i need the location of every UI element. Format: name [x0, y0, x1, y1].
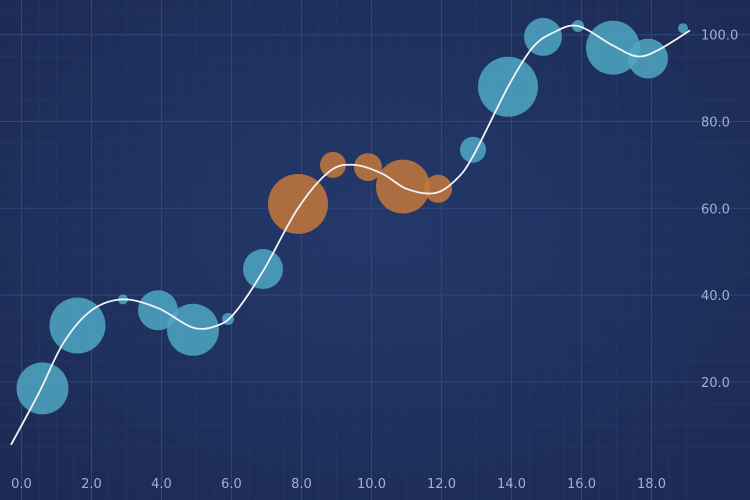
trend-line-series — [10, 24, 691, 446]
y-tick-label: 40.0 — [701, 289, 730, 304]
x-tick-label: 14.0 — [497, 477, 526, 492]
bubble-point — [16, 362, 69, 415]
bubble-point — [628, 38, 668, 79]
y-axis: 20.0 40.0 60.0 80.0 100.0 — [701, 29, 738, 391]
y-tick-label: 80.0 — [701, 116, 730, 131]
bubble-point — [268, 173, 328, 234]
x-axis: 0.0 2.0 4.0 6.0 8.0 10.0 12.0 14.0 16.0 18.0 — [11, 477, 666, 492]
x-tick-label: 6.0 — [221, 477, 242, 492]
y-tick-label: 100.0 — [701, 29, 738, 44]
x-tick-label: 0.0 — [11, 477, 32, 492]
bubble-point — [167, 303, 219, 356]
bubble-point — [424, 174, 452, 203]
x-tick-label: 4.0 — [151, 477, 172, 492]
x-tick-label: 18.0 — [637, 477, 666, 492]
x-tick-label: 8.0 — [291, 477, 312, 492]
x-tick-label: 2.0 — [81, 477, 102, 492]
bubble-point — [243, 249, 283, 290]
y-tick-label: 20.0 — [701, 376, 730, 391]
bubble-point — [138, 290, 178, 331]
bubble-point — [320, 151, 346, 178]
trend-line — [10, 24, 691, 446]
x-tick-label: 10.0 — [357, 477, 386, 492]
x-tick-label: 12.0 — [427, 477, 456, 492]
x-tick-label: 16.0 — [567, 477, 596, 492]
y-tick-label: 60.0 — [701, 202, 730, 217]
bubble-point — [49, 297, 106, 354]
bubble-point — [586, 20, 640, 75]
bubble-point — [678, 23, 688, 34]
